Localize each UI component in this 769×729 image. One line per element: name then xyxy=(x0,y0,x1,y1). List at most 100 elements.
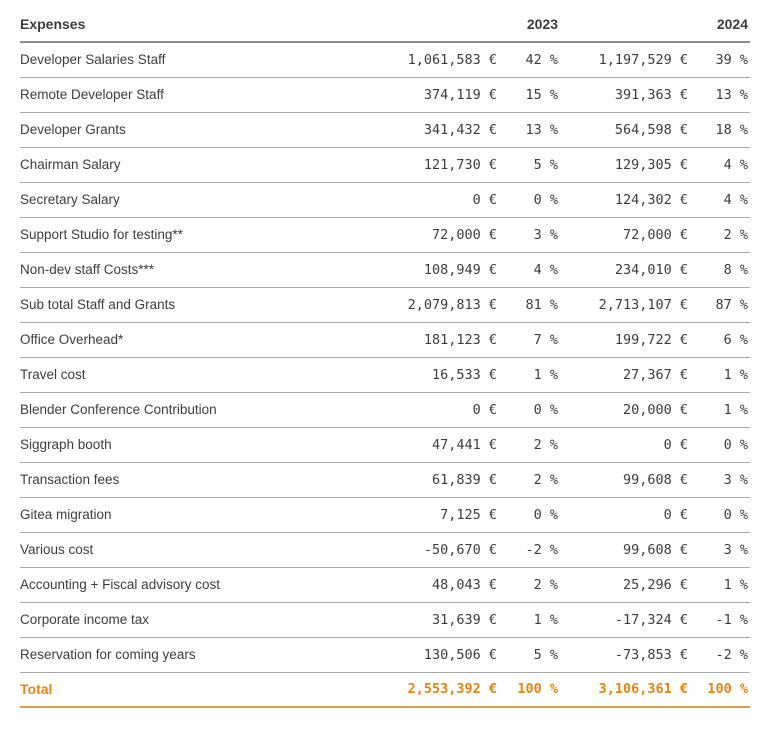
table-row: Developer Salaries Staff 1,061,583 € 42 … xyxy=(20,42,750,78)
amount-2023: 0 € xyxy=(354,182,499,218)
expense-label: Transaction fees xyxy=(20,462,354,498)
expense-label: Various cost xyxy=(20,532,354,568)
table-row: Remote Developer Staff 374,119 € 15 % 39… xyxy=(20,77,750,113)
pct-2023: 13 % xyxy=(499,112,560,148)
expense-label: Reservation for coming years xyxy=(20,637,354,673)
amount-2024: 0 € xyxy=(560,427,690,463)
table-row: Reservation for coming years 130,506 € 5… xyxy=(20,637,750,673)
amount-2024: 27,367 € xyxy=(560,357,690,393)
amount-2023: 374,119 € xyxy=(354,77,499,113)
table-row: Blender Conference Contribution 0 € 0 % … xyxy=(20,392,750,428)
table-row: Transaction fees 61,839 € 2 % 99,608 € 3… xyxy=(20,462,750,498)
amount-2023: 130,506 € xyxy=(354,637,499,673)
amount-2024: 129,305 € xyxy=(560,147,690,183)
amount-2023: 72,000 € xyxy=(354,217,499,253)
expense-label: Siggraph booth xyxy=(20,427,354,463)
total-amount-2024: 3,106,361 € xyxy=(560,672,690,708)
amount-2024: -17,324 € xyxy=(560,602,690,638)
amount-2024: 20,000 € xyxy=(560,392,690,428)
amount-2024: 25,296 € xyxy=(560,567,690,603)
table-row: Siggraph booth 47,441 € 2 % 0 € 0 % xyxy=(20,427,750,463)
amount-2023: 1,061,583 € xyxy=(354,42,499,78)
expense-label: Blender Conference Contribution xyxy=(20,392,354,428)
expenses-table: Expenses 2023 2024 Developer Salaries St… xyxy=(20,6,750,708)
expense-label: Corporate income tax xyxy=(20,602,354,638)
total-pct-2024: 100 % xyxy=(690,672,750,708)
table-header-row: Expenses 2023 2024 xyxy=(20,6,750,43)
pct-2024: 1 % xyxy=(690,357,750,393)
amount-2024: 199,722 € xyxy=(560,322,690,358)
amount-2023: 341,432 € xyxy=(354,112,499,148)
expense-label: Support Studio for testing** xyxy=(20,217,354,253)
pct-2024: 1 % xyxy=(690,567,750,603)
expense-label: Secretary Salary xyxy=(20,182,354,218)
expense-label: Chairman Salary xyxy=(20,147,354,183)
column-header-expenses: Expenses xyxy=(20,6,354,43)
expense-label: Gitea migration xyxy=(20,497,354,533)
pct-2024: -2 % xyxy=(690,637,750,673)
pct-2024: 1 % xyxy=(690,392,750,428)
amount-2023: 48,043 € xyxy=(354,567,499,603)
amount-2023: 31,639 € xyxy=(354,602,499,638)
total-pct-2023: 100 % xyxy=(499,672,560,708)
expense-label: Developer Grants xyxy=(20,112,354,148)
pct-2024: 39 % xyxy=(690,42,750,78)
table-row: Gitea migration 7,125 € 0 % 0 € 0 % xyxy=(20,497,750,533)
pct-2023: 0 % xyxy=(499,392,560,428)
pct-2024: 87 % xyxy=(690,287,750,323)
pct-2024: 2 % xyxy=(690,217,750,253)
total-label: Total xyxy=(20,672,354,708)
expense-label: Remote Developer Staff xyxy=(20,77,354,113)
table-row: Office Overhead* 181,123 € 7 % 199,722 €… xyxy=(20,322,750,358)
column-header-2023: 2023 xyxy=(354,6,560,43)
pct-2024: 0 % xyxy=(690,427,750,463)
amount-2024: 2,713,107 € xyxy=(560,287,690,323)
pct-2023: -2 % xyxy=(499,532,560,568)
pct-2023: 7 % xyxy=(499,322,560,358)
amount-2024: 1,197,529 € xyxy=(560,42,690,78)
table-row: Accounting + Fiscal advisory cost 48,043… xyxy=(20,567,750,603)
expense-label: Developer Salaries Staff xyxy=(20,42,354,78)
amount-2023: 108,949 € xyxy=(354,252,499,288)
amount-2023: 16,533 € xyxy=(354,357,499,393)
amount-2023: 47,441 € xyxy=(354,427,499,463)
amount-2023: 0 € xyxy=(354,392,499,428)
amount-2023: -50,670 € xyxy=(354,532,499,568)
pct-2024: -1 % xyxy=(690,602,750,638)
pct-2023: 1 % xyxy=(499,357,560,393)
pct-2023: 0 % xyxy=(499,497,560,533)
pct-2023: 2 % xyxy=(499,427,560,463)
table-row: Secretary Salary 0 € 0 % 124,302 € 4 % xyxy=(20,182,750,218)
pct-2023: 5 % xyxy=(499,637,560,673)
table-row: Sub total Staff and Grants 2,079,813 € 8… xyxy=(20,287,750,323)
total-row: Total 2,553,392 € 100 % 3,106,361 € 100 … xyxy=(20,672,750,708)
expenses-table-body: Developer Salaries Staff 1,061,583 € 42 … xyxy=(20,42,750,673)
amount-2023: 61,839 € xyxy=(354,462,499,498)
pct-2023: 2 % xyxy=(499,567,560,603)
table-row: Travel cost 16,533 € 1 % 27,367 € 1 % xyxy=(20,357,750,393)
pct-2023: 5 % xyxy=(499,147,560,183)
total-amount-2023: 2,553,392 € xyxy=(354,672,499,708)
amount-2024: 99,608 € xyxy=(560,532,690,568)
pct-2023: 42 % xyxy=(499,42,560,78)
amount-2023: 121,730 € xyxy=(354,147,499,183)
expense-label: Accounting + Fiscal advisory cost xyxy=(20,567,354,603)
pct-2023: 1 % xyxy=(499,602,560,638)
pct-2023: 81 % xyxy=(499,287,560,323)
amount-2024: -73,853 € xyxy=(560,637,690,673)
expense-label: Sub total Staff and Grants xyxy=(20,287,354,323)
pct-2024: 0 % xyxy=(690,497,750,533)
pct-2023: 3 % xyxy=(499,217,560,253)
table-row: Corporate income tax 31,639 € 1 % -17,32… xyxy=(20,602,750,638)
pct-2024: 3 % xyxy=(690,532,750,568)
expense-label: Office Overhead* xyxy=(20,322,354,358)
pct-2023: 2 % xyxy=(499,462,560,498)
amount-2023: 7,125 € xyxy=(354,497,499,533)
column-header-2024: 2024 xyxy=(560,6,750,43)
pct-2024: 4 % xyxy=(690,182,750,218)
pct-2024: 3 % xyxy=(690,462,750,498)
amount-2024: 0 € xyxy=(560,497,690,533)
table-row: Non-dev staff Costs*** 108,949 € 4 % 234… xyxy=(20,252,750,288)
pct-2023: 0 % xyxy=(499,182,560,218)
table-row: Developer Grants 341,432 € 13 % 564,598 … xyxy=(20,112,750,148)
